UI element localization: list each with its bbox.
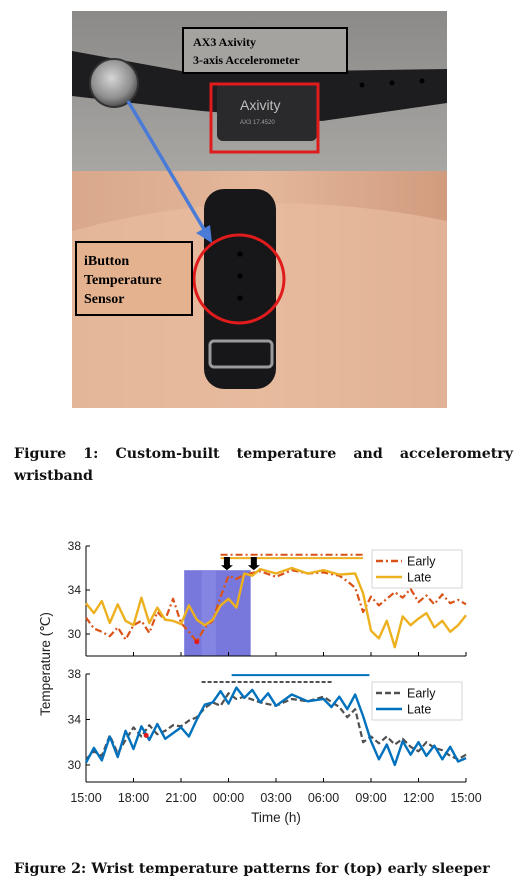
sensor-label-line1: iButton — [84, 254, 129, 269]
accelerometer-label-line2: 3-axis Accelerometer — [193, 53, 300, 67]
ibutton-metal-disc — [90, 59, 138, 107]
x-tick-label: 15:00 — [450, 791, 481, 805]
strap-hole-icon — [390, 81, 395, 86]
accelerometer-label-line1: AX3 Axivity — [193, 35, 256, 49]
y-tick-label: 38 — [68, 539, 82, 553]
figure1-caption-prefix: Figure 1: — [14, 446, 98, 462]
x-axis-label: Time (h) — [251, 810, 301, 825]
x-tick-label: 06:00 — [308, 791, 339, 805]
legend-label: Early — [407, 687, 436, 701]
x-tick-label: 12:00 — [403, 791, 434, 805]
highlight-region-inner — [202, 570, 216, 656]
figure2-caption-text: Wrist temperature patterns for (top) ear… — [91, 861, 490, 877]
y-tick-label: 38 — [68, 667, 82, 681]
x-tick-label: 21:00 — [165, 791, 196, 805]
wristband-on-wrist — [204, 189, 276, 389]
x-tick-label: 09:00 — [355, 791, 386, 805]
sensor-label-line3: Sensor — [84, 292, 124, 307]
y-tick-label: 34 — [68, 712, 82, 726]
marker-dot — [194, 639, 199, 644]
temperature-chart: 30 34 38 Early Late 30 34 38 Early Late 15:00 18:00… — [34, 532, 494, 832]
legend-label: Late — [407, 703, 431, 717]
strap-hole-icon — [420, 79, 425, 84]
strap-hole-icon — [360, 83, 365, 88]
x-tick-label: 18:00 — [118, 791, 149, 805]
sensor-hole-icon — [237, 295, 242, 300]
x-tick-label: 15:00 — [70, 791, 101, 805]
legend-label: Late — [407, 571, 431, 585]
y-tick-label: 34 — [68, 583, 82, 597]
figure1-caption: Figure 1: Custom-built temperature and a… — [14, 443, 513, 487]
marker-dot — [144, 733, 149, 738]
y-tick-label: 30 — [68, 758, 82, 772]
wristband-photo: Axivity AX3 17.4520 AX3 Axivity 3-axis A… — [72, 11, 447, 408]
legend-label: Early — [407, 555, 436, 569]
y-axis-label: Temperature (℃) — [38, 612, 53, 716]
sensor-hole-icon — [237, 251, 242, 256]
figure2-caption-prefix: Figure 2: — [14, 861, 86, 877]
sensor-hole-icon — [237, 273, 242, 278]
x-tick-label: 03:00 — [260, 791, 291, 805]
device-model-text: AX3 17.4520 — [240, 120, 275, 126]
x-tick-label: 00:00 — [213, 791, 244, 805]
device-brand-text: Axivity — [240, 97, 280, 113]
y-tick-label: 30 — [68, 627, 82, 641]
sensor-label-line2: Temperature — [84, 273, 162, 288]
